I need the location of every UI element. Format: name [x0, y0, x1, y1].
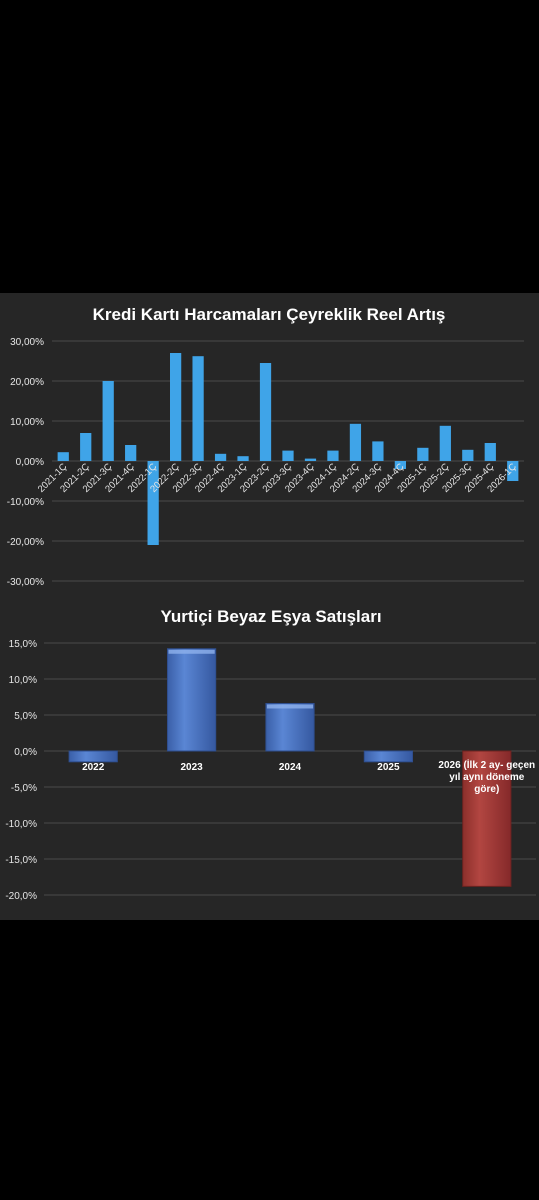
chart1-bar: [57, 452, 69, 461]
chart2-bar: [166, 648, 217, 752]
chart2-y-tick-label: 5,0%: [14, 711, 37, 722]
chart1-bar: [259, 363, 272, 461]
chart1-bars: [57, 353, 519, 545]
chart1-bar: [462, 449, 474, 461]
chart1-bar: [214, 453, 227, 461]
chart2-y-tick-label: -15,0%: [5, 855, 37, 866]
chart1-y-tick-label: -10,00%: [7, 497, 44, 508]
charts-svg: Kredi Kartı Harcamaları Çeyreklik Reel A…: [5, 305, 536, 902]
chart2-y-tick-label: -20,0%: [5, 891, 37, 902]
chart1-bar: [372, 441, 384, 461]
chart1-bar: [417, 447, 429, 461]
chart1-bar: [327, 450, 339, 461]
chart2-bar-bevel: [266, 704, 314, 709]
chart2-bar-bevel: [168, 649, 215, 654]
chart1-x-axis: 2021-1Ç2021-2Ç2021-3Ç2021-4Ç2022-1Ç2022-…: [36, 461, 519, 495]
chart2-bars: [68, 648, 512, 887]
chart2-y-axis: 15,0% 10,0% 5,0% 0,0% -5,0% -10,0% -15,0% -20,0…: [5, 639, 37, 902]
chart1-bar: [394, 461, 406, 469]
chart1-y-tick-label: 0,00%: [16, 457, 44, 468]
chart1-bar: [507, 461, 519, 481]
chart2-x-tick-label: 2022: [82, 762, 105, 773]
chart1-bar: [192, 356, 204, 461]
chart-panel: Kredi Kartı Harcamaları Çeyreklik Reel A…: [0, 293, 539, 920]
chart1-bar: [147, 461, 159, 545]
chart2-y-tick-label: -10,0%: [5, 819, 37, 830]
chart2-y-tick-label: 15,0%: [9, 639, 37, 650]
chart1-bar: [349, 423, 362, 461]
chart1-bar: [484, 443, 496, 461]
chart2-x-tick-label: 2025: [377, 762, 400, 773]
chart1-bar: [125, 445, 137, 461]
chart2-y-tick-label: 0,0%: [14, 747, 37, 758]
chart1-y-tick-label: -30,00%: [7, 577, 44, 588]
chart1-bar: [237, 456, 249, 461]
chart2-y-tick-label: 10,0%: [9, 675, 37, 686]
chart2-x-axis: 2022 2023 2024 2025 2026 (İlk 2 ay- geçen yıl…: [82, 758, 535, 795]
chart2-title: Yurtiçi Beyaz Eşya Satışları: [160, 607, 381, 626]
chart1-bar: [282, 450, 294, 461]
chart1-bar: [80, 433, 92, 461]
chart2-x-tick-label: 2026 (İlk 2 ay- geçen yıl aynı döneme göre…: [438, 758, 535, 795]
chart2-bar: [462, 750, 512, 887]
chart1-bar: [304, 458, 317, 461]
chart1-bar: [439, 425, 451, 461]
chart1-bar: [102, 381, 114, 461]
chart2-y-tick-label: -5,0%: [11, 783, 37, 794]
chart2-x-tick-label: 2023: [180, 762, 203, 773]
chart1-y-tick-label: -20,00%: [7, 537, 44, 548]
chart2-bar: [68, 750, 118, 763]
chart1-y-tick-label: 30,00%: [10, 337, 44, 348]
chart1-y-tick-label: 10,00%: [10, 417, 44, 428]
chart1-bar: [170, 353, 182, 461]
chart1-title: Kredi Kartı Harcamaları Çeyreklik Reel A…: [93, 305, 446, 324]
chart1-y-axis: 30,00% 20,00% 10,00% 0,00% -10,00% -20,00% -30…: [7, 337, 44, 588]
chart2-x-tick-label: 2024: [279, 762, 302, 773]
chart1-y-tick-label: 20,00%: [10, 377, 44, 388]
chart2-bar: [265, 702, 315, 752]
chart2-bar: [363, 750, 414, 763]
